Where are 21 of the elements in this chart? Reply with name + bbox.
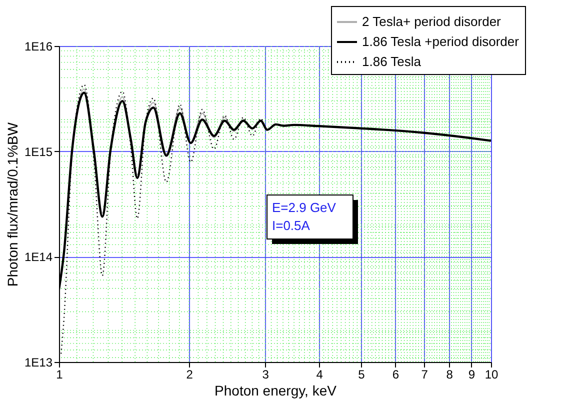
y-tick-label: 1E13	[24, 356, 53, 370]
x-tick-label: 9	[468, 368, 476, 382]
x-tick-label: 2	[186, 368, 194, 382]
x-tick-label: 5	[358, 368, 366, 382]
y-axis-title: Photon flux/mrad/0.1%BW	[4, 122, 20, 287]
legend-label: 1.86 Tesla	[362, 54, 422, 69]
annotation: I=0.5A	[272, 218, 310, 233]
x-axis-title: Photon energy, keV	[214, 382, 338, 398]
x-tick-label: 4	[316, 368, 324, 382]
y-tick-label: 1E14	[24, 250, 53, 264]
legend-label: 2 Tesla+ period disorder	[362, 14, 502, 29]
legend-label: 1.86 Tesla +period disorder	[362, 34, 520, 49]
x-tick-label: 6	[392, 368, 400, 382]
annotation: E=2.9 GeV	[272, 200, 336, 215]
x-tick-label: 1	[56, 368, 64, 382]
x-tick-label: 10	[484, 368, 498, 382]
x-tick-label: 7	[421, 368, 428, 382]
x-tick-label: 8	[446, 368, 454, 382]
x-tick-label: 3	[262, 368, 270, 382]
y-tick-label: 1E16	[24, 40, 53, 54]
y-tick-label: 1E15	[24, 144, 53, 159]
